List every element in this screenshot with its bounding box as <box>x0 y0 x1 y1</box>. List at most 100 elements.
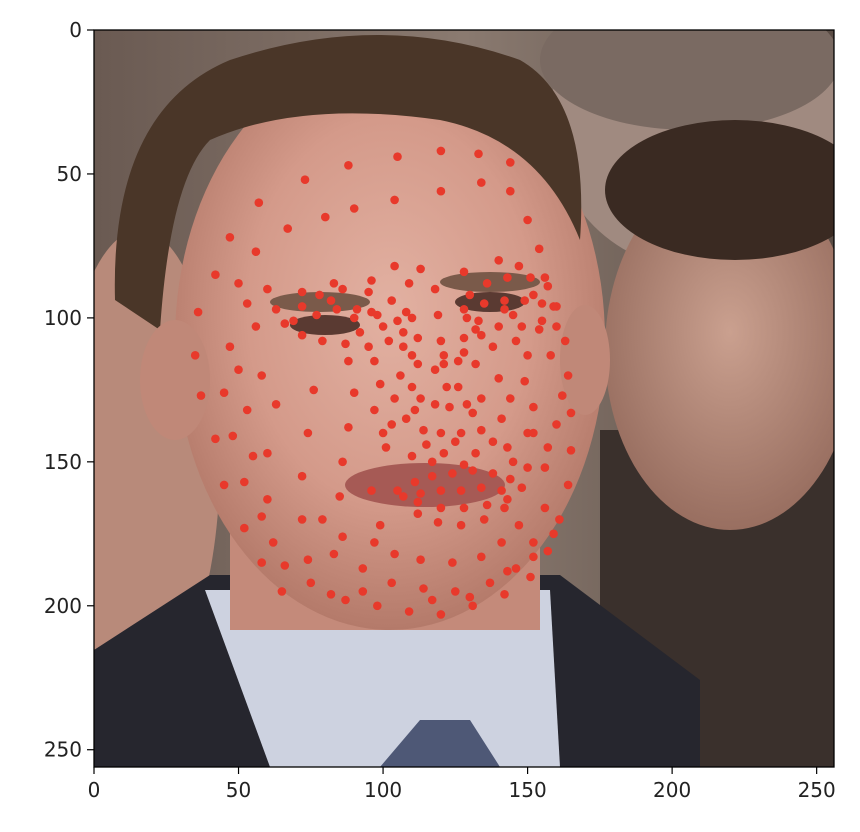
landmark-point-219 <box>558 391 567 400</box>
landmark-point-130 <box>399 492 408 501</box>
landmark-point-145 <box>335 492 345 501</box>
landmark-point-205 <box>407 351 417 360</box>
landmark-point-186 <box>410 405 420 415</box>
plot-frame <box>93 29 835 768</box>
landmark-point-239 <box>427 595 437 605</box>
landmark-point-182 <box>326 296 336 305</box>
y-tick-label-4: 200 <box>44 594 82 618</box>
landmark-point-14 <box>219 480 229 490</box>
landmark-point-199 <box>488 342 498 352</box>
landmark-point-242 <box>529 552 538 562</box>
y-axis: 0 50 100 150 200 250 <box>44 18 94 762</box>
landmark-point-27 <box>555 515 564 524</box>
landmark-point-78 <box>500 296 509 305</box>
landmark-point-21 <box>404 607 414 616</box>
landmark-point-120 <box>448 469 457 478</box>
landmark-point-123 <box>506 474 515 484</box>
landmark-point-161 <box>303 555 313 564</box>
landmark-point-181 <box>263 284 272 294</box>
landmark-point-81 <box>390 261 399 271</box>
landmark-point-135 <box>497 486 506 495</box>
landmark-point-29 <box>566 446 576 455</box>
landmark-point-141 <box>344 356 353 366</box>
landmark-point-202 <box>407 313 417 323</box>
landmark-point-54 <box>399 328 408 337</box>
x-axis: 0 50 100 150 200 250 <box>88 767 836 802</box>
landmark-point-195 <box>370 356 379 366</box>
landmark-point-136 <box>413 509 423 518</box>
landmark-point-84 <box>433 310 443 320</box>
landmark-point-243 <box>549 529 558 539</box>
landmark-point-222 <box>529 290 538 300</box>
landmark-point-20 <box>373 601 382 611</box>
landmark-point-75 <box>474 316 483 326</box>
landmark-point-225 <box>459 267 469 277</box>
landmark-point-139 <box>479 515 489 524</box>
landmark-point-133 <box>456 486 466 495</box>
landmark-point-160 <box>297 515 307 524</box>
landmark-point-96 <box>419 425 428 435</box>
landmark-point-42 <box>321 212 330 222</box>
landmark-point-128 <box>436 503 446 513</box>
landmark-point-118 <box>410 477 420 487</box>
landmark-point-183 <box>367 307 376 317</box>
landmark-point-154 <box>540 503 550 513</box>
landmark-point-48 <box>297 302 307 311</box>
landmark-point-45 <box>251 322 261 331</box>
landmark-point-39 <box>436 186 446 196</box>
landmark-point-235 <box>257 512 267 521</box>
landmark-point-34 <box>540 273 550 282</box>
landmark-point-79 <box>520 296 529 305</box>
landmark-point-44 <box>251 247 261 256</box>
landmark-point-140 <box>500 503 509 513</box>
landmark-point-227 <box>367 276 376 285</box>
landmark-point-220 <box>546 351 555 360</box>
landmark-point-59 <box>297 330 307 340</box>
landmark-point-157 <box>309 385 319 395</box>
landmark-point-153 <box>529 538 538 547</box>
landmark-point-72 <box>537 316 547 326</box>
landmark-point-194 <box>430 365 440 375</box>
landmark-point-177 <box>514 520 524 530</box>
landmark-point-170 <box>367 486 376 495</box>
landmark-point-98 <box>456 428 466 438</box>
landmark-point-134 <box>477 483 486 493</box>
landmark-point-82 <box>416 264 425 274</box>
landmark-point-76 <box>459 305 469 314</box>
landmark-point-149 <box>419 584 428 593</box>
landmark-point-12 <box>196 391 206 400</box>
landmark-point-47 <box>280 319 290 328</box>
landmark-point-11 <box>190 351 200 360</box>
landmark-point-49 <box>315 290 324 300</box>
landmark-point-152 <box>511 564 521 573</box>
landmark-point-240 <box>465 592 475 602</box>
landmark-point-55 <box>384 336 394 346</box>
landmark-point-234 <box>248 451 258 461</box>
landmark-point-180 <box>370 538 379 547</box>
landmark-point-115 <box>529 402 538 412</box>
landmark-point-95 <box>401 414 411 424</box>
landmark-point-155 <box>540 463 550 472</box>
landmark-point-189 <box>459 333 469 343</box>
landmark-point-164 <box>263 495 272 504</box>
landmark-point-107 <box>375 379 385 389</box>
landmark-point-43 <box>283 224 293 233</box>
landmark-point-97 <box>436 428 446 438</box>
landmark-point-41 <box>349 204 359 213</box>
landmark-point-85 <box>436 336 446 346</box>
landmark-point-23 <box>468 601 478 611</box>
landmark-point-137 <box>433 518 443 527</box>
landmark-point-0 <box>344 161 353 170</box>
landmark-point-232 <box>234 365 243 375</box>
landmark-point-117 <box>393 486 402 495</box>
landmark-point-102 <box>494 374 504 383</box>
landmark-point-83 <box>430 284 440 294</box>
landmark-point-228 <box>329 279 339 288</box>
landmark-point-197 <box>523 351 532 360</box>
landmark-point-144 <box>338 457 347 467</box>
landmark-point-38 <box>477 178 486 187</box>
y-tick-label-0: 0 <box>69 18 82 42</box>
landmark-point-223 <box>514 261 524 271</box>
landmark-point-88 <box>416 394 425 403</box>
landmark-point-210 <box>387 420 397 429</box>
